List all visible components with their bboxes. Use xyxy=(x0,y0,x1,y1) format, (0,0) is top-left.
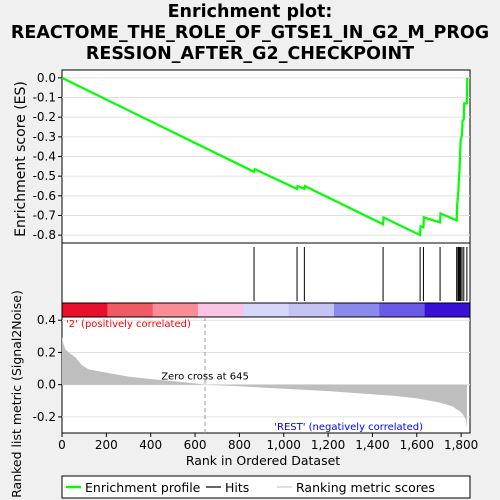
legend-box xyxy=(61,475,471,499)
gradient-segment xyxy=(334,303,380,317)
zero-cross-label: Zero cross at 645 xyxy=(161,372,249,383)
hits-panel-background xyxy=(61,242,471,304)
es-y-tick-label: 0.0 xyxy=(37,71,56,85)
metric-panel-background xyxy=(61,316,471,434)
gradient-segment xyxy=(424,303,471,317)
metric-y-tick-label: 0.4 xyxy=(37,313,56,327)
x-axis-label: Rank in Ordered Dataset xyxy=(186,453,340,468)
x-tick-label: 800 xyxy=(228,438,251,452)
es-y-axis: 0.0 -0.1 -0.2 -0.3 -0.4 -0.5 -0.6 -0.7 -0.8 xyxy=(33,71,62,242)
es-profile-line xyxy=(61,76,469,237)
title-line-3: RESSION_AFTER_G2_CHECKPOINT xyxy=(85,44,415,64)
legend-metric-label: Ranking metric scores xyxy=(296,480,435,495)
es-y-tick-label: -0.1 xyxy=(33,91,56,105)
es-y-tick-label: -0.7 xyxy=(33,208,56,222)
ranking-gradient-bar xyxy=(61,302,471,318)
gradient-segment xyxy=(198,303,244,317)
x-tick-label: 600 xyxy=(184,438,207,452)
es-y-tick-label: -0.6 xyxy=(33,189,56,203)
es-y-tick-label: -0.5 xyxy=(33,169,56,183)
es-y-axis-label: Enrichment score (ES) xyxy=(13,81,29,237)
gradient-segment xyxy=(288,303,335,317)
x-tick-label: 1,600 xyxy=(400,438,434,452)
positive-correlation-label: '2' (positively correlated) xyxy=(66,319,191,330)
negative-correlation-label: 'REST' (negatively correlated) xyxy=(274,422,423,433)
x-tick-label: 1,400 xyxy=(355,438,389,452)
legend: Enrichment profile Hits Ranking metric s… xyxy=(61,475,471,499)
gradient-segment xyxy=(379,303,426,317)
es-y-tick-label: -0.8 xyxy=(33,228,56,242)
hits-panel xyxy=(61,242,471,304)
x-tick-label: 200 xyxy=(95,438,118,452)
title-line-2: REACTOME_THE_ROLE_OF_GTSE1_IN_G2_M_PROG xyxy=(10,23,490,43)
metric-y-tick-label: 0.2 xyxy=(37,345,56,359)
x-axis: 0 200 400 600 800 1,000 1,200 1,400 1,600 1,800 xyxy=(58,433,478,452)
gradient-segment xyxy=(62,303,108,317)
metric-y-axis: 0.4 0.2 0.0 -0.2 xyxy=(33,313,62,424)
gradient-segment xyxy=(243,303,290,317)
es-grid xyxy=(62,77,470,236)
x-tick-label: 1,200 xyxy=(311,438,345,452)
metric-y-tick-label: -0.2 xyxy=(33,410,56,424)
x-tick-label: 0 xyxy=(58,438,66,452)
es-y-tick-label: -0.2 xyxy=(33,110,56,124)
gradient-segment xyxy=(152,303,199,317)
metric-panel: Zero cross at 645 '2' (positively correl… xyxy=(9,290,478,498)
metric-y-tick-label: 0.0 xyxy=(37,378,56,392)
metric-area xyxy=(62,336,467,429)
chart-title: Enrichment plot: REACTOME_THE_ROLE_OF_GT… xyxy=(0,2,500,65)
x-tick-label: 400 xyxy=(139,438,162,452)
es-panel: 0.0 -0.1 -0.2 -0.3 -0.4 -0.5 -0.6 -0.7 -0.8 Enri… xyxy=(13,69,471,244)
legend-hits-label: Hits xyxy=(225,480,249,495)
es-y-tick-label: -0.4 xyxy=(33,150,56,164)
gradient-segment xyxy=(107,303,154,317)
x-tick-label: 1,800 xyxy=(444,438,478,452)
title-line-1: Enrichment plot: xyxy=(167,2,333,22)
hit-marks xyxy=(253,247,468,301)
legend-es-label: Enrichment profile xyxy=(85,480,201,495)
es-y-tick-label: -0.3 xyxy=(33,130,56,144)
x-tick-label: 1,000 xyxy=(267,438,301,452)
metric-y-axis-label: Ranked list metric (Signal2Noise) xyxy=(9,290,24,498)
